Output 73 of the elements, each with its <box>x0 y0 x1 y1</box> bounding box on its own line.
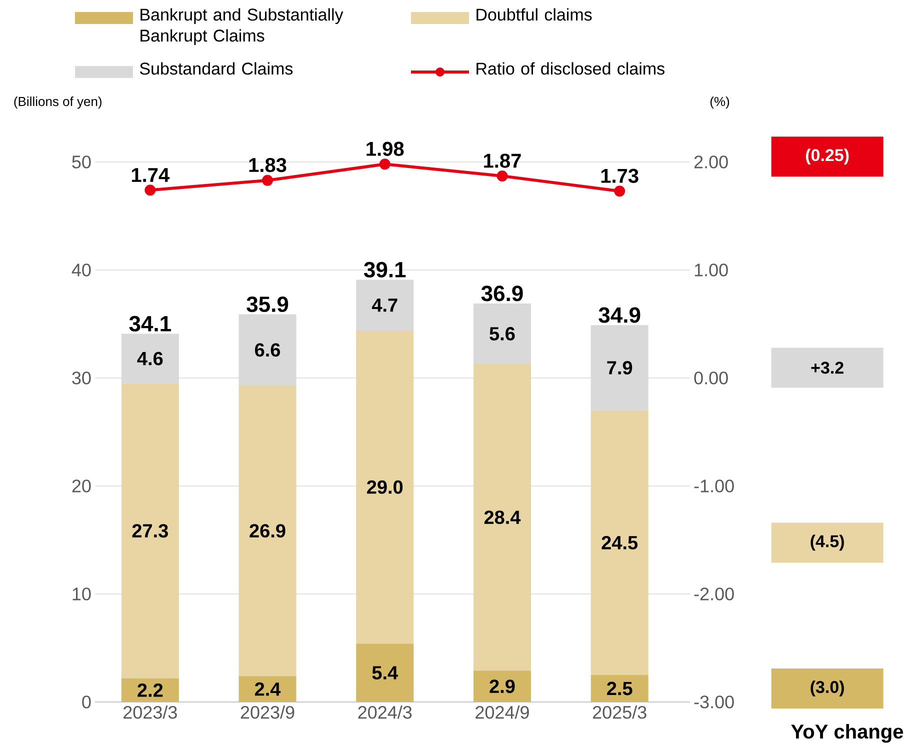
y2-tick-label: -2.00 <box>694 588 734 600</box>
data-label: 5.4 <box>372 666 398 680</box>
text: (3.0) <box>810 680 844 696</box>
point <box>614 186 626 197</box>
data-label: 4.6 <box>137 352 163 366</box>
total-label: 34.1 <box>129 316 171 332</box>
x-tick-label: 2023/9 <box>240 706 294 719</box>
data-label: 24.5 <box>602 536 638 550</box>
total-label: 36.9 <box>481 286 523 302</box>
x-tick-label: 2023/3 <box>124 706 177 719</box>
data-label: 26.9 <box>250 524 286 538</box>
legend-label: Substandard Claims <box>140 62 293 75</box>
data-label: 1.87 <box>484 154 521 168</box>
y-axis-title: (Billions of yen) <box>14 96 102 109</box>
y2-tick-label: -1.00 <box>694 480 734 492</box>
y2-tick-label: 2.00 <box>694 156 728 168</box>
data-label: 4.7 <box>372 298 398 312</box>
data-label: 2.5 <box>607 682 632 696</box>
data-label: 28.4 <box>484 510 521 524</box>
text: (4.5) <box>810 534 844 551</box>
data-label: 1.73 <box>601 168 638 183</box>
bar <box>590 410 648 675</box>
data-label: 2.2 <box>138 683 163 697</box>
x-tick-label: 2024/3 <box>358 706 412 719</box>
point <box>496 170 508 182</box>
y-tick-label: 20 <box>72 480 91 492</box>
point <box>379 158 390 170</box>
data-label: 2.4 <box>254 682 281 696</box>
bar <box>356 280 414 330</box>
bar <box>356 330 414 644</box>
y2-tick-label: -3.00 <box>694 696 734 708</box>
total-label: 39.1 <box>364 262 406 278</box>
text: YoY change <box>791 724 904 743</box>
data-label: 1.98 <box>366 142 404 156</box>
bar <box>121 334 179 384</box>
bar <box>238 386 296 676</box>
data-label: 5.6 <box>490 326 515 340</box>
legend-label: Ratio of disclosed claims <box>476 62 664 75</box>
point <box>144 184 156 196</box>
total-label: 35.9 <box>246 296 288 312</box>
data-label: 1.83 <box>249 158 286 172</box>
bar <box>121 383 179 678</box>
y-tick-label: 10 <box>72 588 91 600</box>
y2-tick-label: 0.00 <box>694 372 728 384</box>
total-label: 34.9 <box>598 307 640 323</box>
bar <box>356 644 414 702</box>
y-tick-label: 40 <box>72 264 91 276</box>
bar <box>238 314 296 386</box>
y2-tick-label: 1.00 <box>694 264 728 276</box>
bar <box>590 325 648 410</box>
data-label: 7.9 <box>607 361 632 374</box>
point <box>262 174 274 186</box>
bar <box>238 676 296 702</box>
data-label: 2.9 <box>490 680 515 694</box>
data-label: 1.74 <box>132 168 170 182</box>
data-label: 6.6 <box>255 343 280 357</box>
data-label: 29.0 <box>367 480 403 494</box>
legend-label: Doubtful claims <box>476 8 592 21</box>
legend-label: Bankrupt and Substantially Bankrupt Claims <box>140 8 344 46</box>
bar <box>473 364 531 671</box>
bar <box>121 678 179 702</box>
x-tick-label: 2024/9 <box>476 706 529 719</box>
bar <box>473 303 531 364</box>
text: (0.25) <box>806 148 849 165</box>
y-tick-label: 30 <box>72 372 91 384</box>
y2-axis-title: (%) <box>710 96 730 109</box>
y-tick-label: 0 <box>82 696 91 708</box>
bar <box>473 670 531 702</box>
y-tick-label: 50 <box>72 156 91 168</box>
text: +3.2 <box>811 362 844 374</box>
data-label: 27.3 <box>132 524 168 538</box>
x-tick-label: 2025/3 <box>592 706 646 719</box>
bar <box>590 675 648 702</box>
